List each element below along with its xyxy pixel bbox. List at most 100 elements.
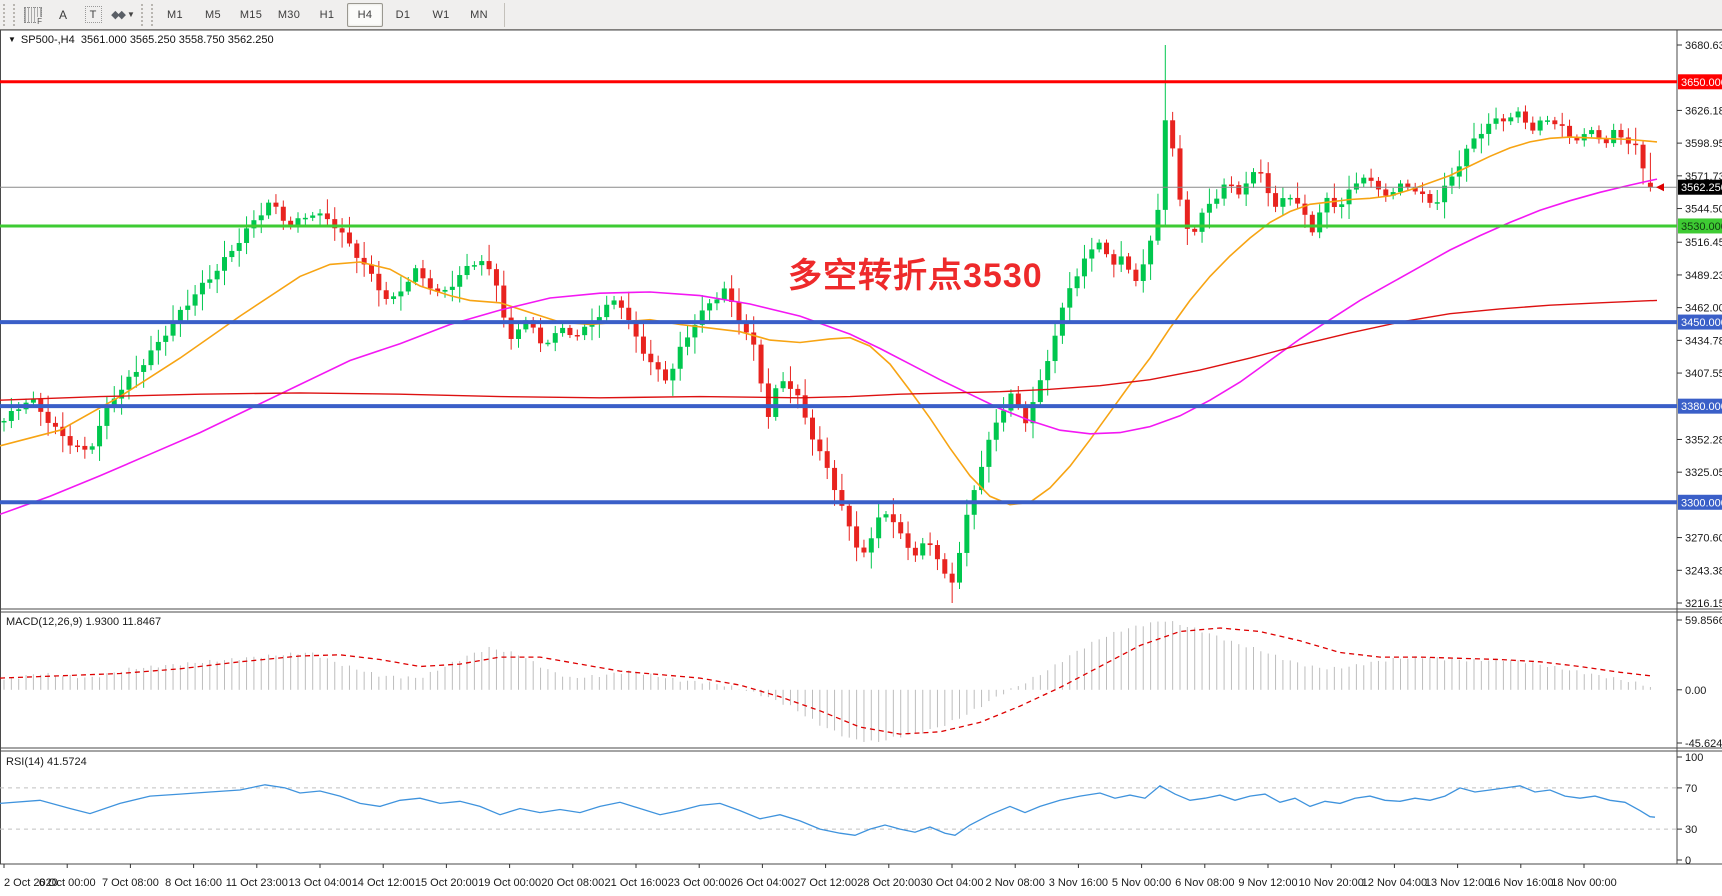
- candle-body: [582, 326, 588, 336]
- candle-body: [60, 426, 66, 437]
- candle-body: [1559, 124, 1565, 126]
- text-box-icon[interactable]: T: [79, 3, 107, 27]
- candle-body: [324, 213, 330, 220]
- candle-body: [1118, 256, 1124, 265]
- candle-body: [1464, 148, 1470, 167]
- candle-body: [133, 371, 139, 377]
- candle-body: [699, 310, 705, 325]
- shapes-icon[interactable]: ◆◆ ▼: [111, 9, 135, 21]
- price-badge-label: 3650.000: [1681, 77, 1722, 89]
- ma-mid-line: [0, 178, 1658, 516]
- timeframe-button-w1[interactable]: W1: [432, 8, 450, 21]
- candle-body: [868, 538, 874, 553]
- candle-body: [1537, 120, 1543, 131]
- candle-body: [332, 219, 338, 229]
- candle-body: [383, 290, 389, 299]
- candle-body: [1295, 197, 1301, 204]
- current-price-badge-label: 3562.250: [1681, 182, 1722, 194]
- candle-body: [883, 514, 889, 518]
- candle-body: [1258, 172, 1264, 174]
- price-badge-label: 3300.000: [1681, 497, 1722, 509]
- candle-body: [1243, 183, 1249, 195]
- candle-body: [663, 369, 668, 381]
- price-axis-label: 3352.280: [1685, 434, 1722, 446]
- toolbar-grip[interactable]: [141, 3, 153, 26]
- candle-body: [861, 547, 867, 553]
- price-badge: [1678, 314, 1722, 330]
- candle-body: [1037, 380, 1043, 403]
- timeframe-button-d1[interactable]: D1: [395, 8, 411, 21]
- price-axis-label: 3489.230: [1685, 270, 1722, 282]
- candle-body: [1471, 138, 1477, 149]
- indicators-grid-icon[interactable]: F: [19, 3, 47, 27]
- candle-body: [1111, 254, 1117, 265]
- time-axis-label: 9 Nov 12:00: [1238, 877, 1297, 889]
- macd-axis-label: 59.8566: [1685, 615, 1722, 627]
- timeframe-button-m30[interactable]: M30: [277, 8, 301, 21]
- candle-body: [942, 559, 948, 574]
- timeframe-button-mn[interactable]: MN: [470, 8, 488, 21]
- candle-body: [839, 490, 845, 506]
- candle-body: [1273, 193, 1279, 207]
- time-axis-label: 2 Nov 08:00: [986, 877, 1045, 889]
- text-label-icon[interactable]: A: [58, 7, 67, 22]
- timeframe-button-m5[interactable]: M5: [205, 8, 221, 21]
- candle-body: [1317, 212, 1323, 233]
- candle-body: [170, 320, 176, 336]
- candle-body: [354, 243, 360, 258]
- price-axis-label: 3434.780: [1685, 335, 1722, 347]
- candle-body: [1331, 197, 1337, 208]
- candle-body: [339, 228, 345, 233]
- candle-body: [464, 265, 470, 276]
- candle-body: [258, 215, 264, 221]
- candle-body: [721, 288, 727, 300]
- candle-body: [920, 543, 926, 556]
- candle-body: [1052, 335, 1058, 362]
- candle-body: [618, 300, 624, 308]
- candle-body: [729, 288, 735, 302]
- candle-body: [523, 320, 529, 330]
- candle-body: [1375, 180, 1381, 190]
- last-price-arrow-icon: [1656, 183, 1664, 192]
- time-axis-label: 21 Oct 16:00: [605, 877, 668, 889]
- candle-body: [1023, 405, 1029, 424]
- candle-body: [1545, 120, 1550, 122]
- candle-body: [1324, 197, 1330, 213]
- timeframe-button-m1[interactable]: M1: [167, 8, 183, 21]
- candle-body: [1001, 410, 1007, 423]
- timeframe-button-h4[interactable]: H4: [347, 2, 383, 27]
- candle-body: [957, 552, 962, 583]
- candle-body: [1081, 258, 1087, 277]
- candle-body: [486, 261, 492, 270]
- candle-body: [633, 320, 639, 337]
- candle-body: [912, 547, 918, 556]
- candle-body: [560, 327, 566, 334]
- symbol-collapse-icon[interactable]: ▼: [8, 35, 16, 44]
- candle-body: [1104, 242, 1109, 255]
- time-axis-label: 14 Oct 12:00: [352, 877, 415, 889]
- candle-body: [677, 346, 683, 369]
- price-badge-label: 3380.000: [1681, 401, 1722, 413]
- candle-body: [1280, 198, 1286, 207]
- candle-body: [1500, 118, 1506, 122]
- price-axis-label: 3626.180: [1685, 105, 1722, 117]
- time-axis-label: 26 Oct 04:00: [731, 877, 794, 889]
- candle-body: [640, 336, 646, 354]
- timeframe-button-m15[interactable]: M15: [239, 8, 263, 21]
- candle-body: [1192, 228, 1198, 232]
- toolbar-grip[interactable]: [3, 3, 15, 26]
- candle-body: [1265, 173, 1271, 194]
- candle-body: [1368, 177, 1374, 181]
- symbol-ohlc-line: ▼ SP500-,H4 3561.000 3565.250 3558.750 35…: [8, 34, 274, 46]
- candle-body: [780, 381, 786, 389]
- time-axis-label: 7 Oct 08:00: [102, 877, 159, 889]
- candle-body: [508, 317, 514, 339]
- time-axis-label: 12 Nov 04:00: [1362, 877, 1427, 889]
- timeframe-button-h1[interactable]: H1: [319, 8, 335, 21]
- candle-body: [707, 303, 713, 311]
- candle-body: [1522, 111, 1528, 123]
- candle-body: [1420, 191, 1426, 195]
- candle-body: [457, 275, 463, 287]
- price-axis-label: 3516.455: [1685, 237, 1722, 249]
